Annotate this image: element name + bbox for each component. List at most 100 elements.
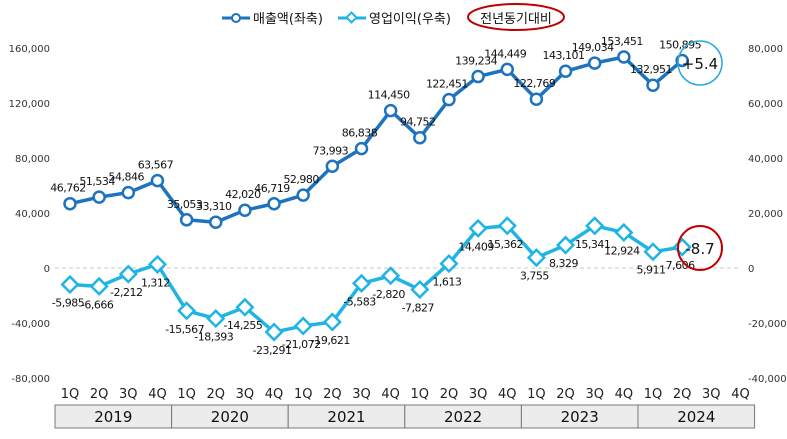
- revenue-point: [413, 130, 427, 145]
- revenue-point: [500, 62, 514, 77]
- right-axis-tick: -40,000: [748, 374, 787, 385]
- year-label: 2021: [327, 408, 365, 426]
- legend-yoy-ellipse: [467, 3, 565, 31]
- operating-profit-label: 3,755: [520, 270, 549, 283]
- quarter-tick: 2Q: [440, 387, 459, 402]
- operating-profit-point: [118, 264, 138, 284]
- revenue-point: [646, 78, 660, 92]
- operating-profit-point: [351, 273, 372, 293]
- revenue-point: [675, 53, 689, 68]
- operating-profit-label: 5,911: [637, 264, 666, 277]
- operating-profit-label: -21,072: [282, 338, 321, 351]
- quarter-tick: 1Q: [411, 387, 430, 402]
- revenue-label: 150,895: [659, 39, 701, 52]
- left-axis-tick: 160,000: [9, 44, 50, 55]
- quarter-tick: 1Q: [177, 387, 196, 402]
- year-box: [637, 404, 756, 429]
- revenue-label: 143,101: [543, 49, 585, 62]
- right-axis-tick: -20,000: [748, 319, 787, 330]
- operating-profit-point: [497, 216, 517, 236]
- quarter-tick: 3Q: [236, 387, 255, 402]
- operating-profit-label: -19,621: [311, 334, 350, 347]
- operating-profit-label: -5,985: [52, 296, 85, 309]
- revenue-point: [529, 92, 544, 106]
- revenue-label: 144,449: [484, 47, 526, 60]
- operating-profit-line: [69, 224, 683, 334]
- revenue-label: 63,567: [138, 159, 174, 172]
- revenue-label: 42,020: [225, 188, 261, 201]
- revenue-label: 54,846: [109, 171, 145, 184]
- operating-profit-point: [614, 222, 634, 243]
- left-axis-tick: 80,000: [15, 154, 50, 165]
- quarter-tick: 3Q: [469, 387, 488, 402]
- year-label: 2023: [561, 408, 599, 426]
- revenue-point: [209, 215, 223, 229]
- operating-profit-point: [468, 218, 488, 238]
- revenue-point: [325, 159, 340, 174]
- quarter-tick: 1Q: [644, 387, 663, 402]
- revenue-point: [92, 190, 106, 204]
- revenue-label: 73,993: [313, 144, 349, 157]
- yoy-revenue-label: +5.4: [682, 55, 718, 73]
- legend-revenue-marker: [231, 13, 241, 23]
- operating-profit-label: -5,583: [343, 295, 376, 308]
- operating-profit-point: [410, 279, 430, 300]
- operating-profit-point: [439, 254, 459, 274]
- quarter-tick: 3Q: [585, 387, 604, 402]
- revenue-point: [442, 92, 456, 107]
- revenue-label: 122,769: [513, 77, 555, 90]
- quarter-tick: 4Q: [615, 387, 634, 402]
- revenue-point: [121, 185, 136, 200]
- quarter-tick: 4Q: [381, 387, 400, 402]
- quarter-tick: 2Q: [673, 387, 692, 402]
- operating-profit-label: 15,362: [488, 238, 524, 251]
- operating-profit-label: -6,666: [81, 298, 114, 311]
- revenue-point: [150, 173, 165, 188]
- revenue-line: [69, 55, 684, 224]
- revenue-label: 114,450: [368, 89, 410, 102]
- revenue-point: [617, 50, 631, 64]
- left-axis-tick: 120,000: [9, 99, 50, 110]
- legend-yoy-label: 전년동기대비: [480, 12, 552, 27]
- right-axis-tick: 60,000: [748, 99, 783, 110]
- revenue-point: [558, 64, 573, 78]
- operating-profit-label: -23,291: [253, 344, 292, 357]
- operating-profit-point: [206, 309, 226, 329]
- year-label: 2024: [677, 408, 715, 426]
- operating-profit-point: [556, 235, 576, 255]
- revenue-label: 132,951: [630, 63, 672, 76]
- left-axis-tick: 40,000: [15, 209, 50, 220]
- revenue-label: 33,310: [196, 200, 232, 213]
- operating-profit-point: [526, 248, 546, 268]
- operating-profit-label: 7,606: [666, 259, 695, 272]
- operating-profit-point: [235, 297, 255, 317]
- revenue-label: 46,719: [254, 182, 290, 195]
- operating-profit-label: 1,613: [432, 276, 461, 289]
- yoy-profit-label: -8.7: [685, 240, 714, 258]
- operating-profit-point: [177, 301, 197, 321]
- revenue-label: 149,034: [572, 41, 614, 54]
- operating-profit-point: [60, 274, 80, 295]
- yoy-revenue-circle: [677, 40, 723, 86]
- year-label: 2019: [94, 408, 132, 426]
- operating-profit-label: -2,212: [110, 286, 142, 299]
- revenue-point: [296, 188, 310, 202]
- right-axis-tick: 0: [748, 264, 754, 275]
- revenue-point: [179, 213, 194, 227]
- operating-profit-label: -14,255: [223, 319, 262, 332]
- operating-profit-label: 12,924: [604, 244, 640, 257]
- quarter-tick: 4Q: [731, 387, 750, 402]
- revenue-point: [238, 203, 252, 217]
- operating-profit-label: -7,827: [402, 302, 435, 315]
- legend-profit-marker: [345, 11, 358, 24]
- quarter-tick: 3Q: [352, 387, 371, 402]
- operating-profit-label: -2,820: [372, 288, 405, 301]
- operating-profit-point: [585, 216, 605, 236]
- operating-profit-label: 8,329: [549, 257, 578, 270]
- quarter-tick: 2Q: [323, 387, 342, 402]
- operating-profit-point: [89, 276, 109, 296]
- year-label: 2022: [444, 408, 482, 426]
- revenue-point: [267, 197, 281, 211]
